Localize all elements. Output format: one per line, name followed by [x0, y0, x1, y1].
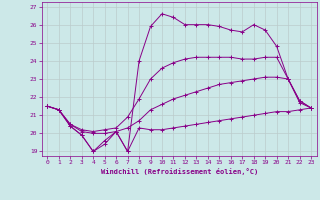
X-axis label: Windchill (Refroidissement éolien,°C): Windchill (Refroidissement éolien,°C): [100, 168, 258, 175]
